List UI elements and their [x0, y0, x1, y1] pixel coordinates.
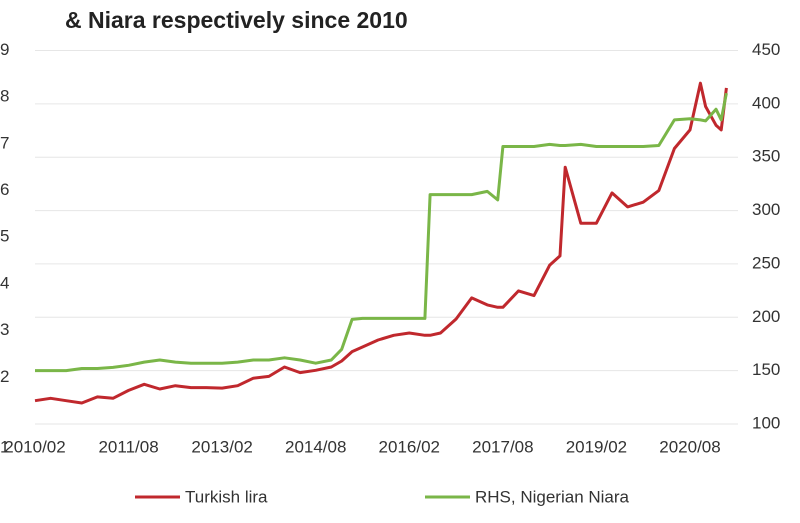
- y-tick-label: 9: [0, 40, 9, 59]
- y-tick-label: 7: [0, 133, 9, 152]
- y-tick-label: 4: [0, 273, 9, 292]
- x-tick-label: 2019/02: [566, 437, 627, 456]
- chart-title: & Niara respectively since 2010: [65, 7, 408, 33]
- x-tick-label: 2013/02: [191, 437, 252, 456]
- y-tick-label: 6: [0, 180, 9, 199]
- x-tick-label: 2016/02: [379, 437, 440, 456]
- y-tick-label: 8: [0, 87, 9, 106]
- y-tick-label: 2: [0, 367, 9, 386]
- line-series: [35, 92, 728, 373]
- x-tick-label: 2020/08: [659, 437, 720, 456]
- legend-label: Turkish lira: [185, 487, 268, 506]
- x-tick-label: 2010/02: [4, 437, 65, 456]
- y2-tick-label: 150: [752, 360, 780, 379]
- y2-tick-label: 400: [752, 93, 780, 112]
- x-tick-label: 2017/08: [472, 437, 533, 456]
- y2-tick-label: 300: [752, 200, 780, 219]
- y2-tick-label: 200: [752, 307, 780, 326]
- y2-tick-label: 100: [752, 413, 780, 432]
- y2-tick-label: 350: [752, 147, 780, 166]
- line-series: [34, 81, 728, 405]
- x-tick-label: 2011/08: [98, 437, 158, 456]
- legend-label: RHS, Nigerian Niara: [475, 487, 630, 506]
- y-tick-label: 5: [0, 227, 9, 246]
- y2-tick-label: 450: [752, 40, 780, 59]
- y-tick-label: 3: [0, 320, 9, 339]
- y2-tick-label: 250: [752, 253, 780, 272]
- y-tick-label: 1: [0, 437, 9, 456]
- x-tick-label: 2014/08: [285, 437, 346, 456]
